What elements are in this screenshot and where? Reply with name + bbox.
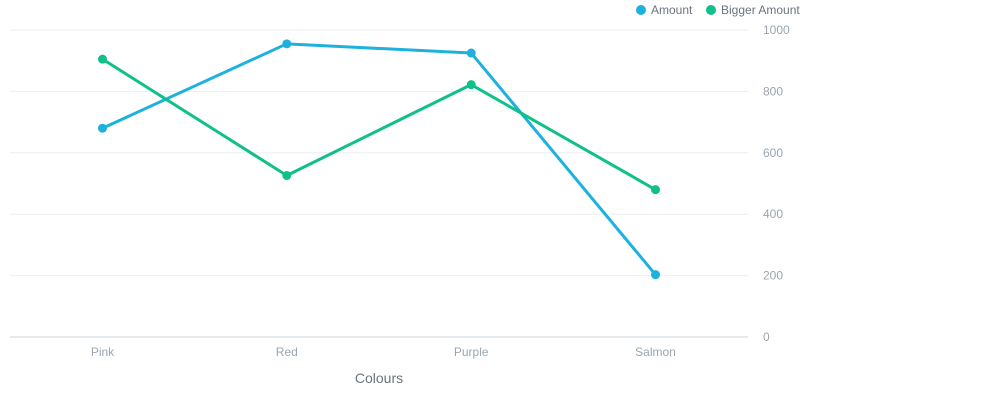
x-axis-title: Colours xyxy=(355,370,403,386)
y-tick-label: 0 xyxy=(763,330,770,344)
x-tick-label: Salmon xyxy=(635,345,676,359)
legend-item[interactable]: Amount xyxy=(636,3,693,17)
data-point[interactable] xyxy=(282,171,292,181)
x-axis-ticks: Pink Red Purple Salmon xyxy=(91,345,676,359)
legend-label: Bigger Amount xyxy=(721,3,800,17)
legend-label: Amount xyxy=(651,3,693,17)
data-point[interactable] xyxy=(98,54,107,64)
y-tick-label: 1000 xyxy=(763,23,790,37)
legend-marker xyxy=(636,5,646,15)
series-line xyxy=(101,42,657,277)
series-line xyxy=(101,57,657,192)
data-point[interactable] xyxy=(282,39,292,49)
y-tick-label: 600 xyxy=(763,146,783,160)
data-point[interactable] xyxy=(651,185,660,195)
y-tick-label: 800 xyxy=(763,84,783,98)
data-point[interactable] xyxy=(466,80,476,90)
legend-item[interactable]: Bigger Amount xyxy=(706,3,800,17)
legend-marker xyxy=(706,5,716,15)
legend[interactable]: Amount Bigger Amount xyxy=(636,3,800,17)
grid-lines xyxy=(10,29,748,338)
y-axis-ticks: 0 200 400 600 800 1000 xyxy=(763,23,790,344)
x-tick-label: Pink xyxy=(91,345,115,359)
series-0 xyxy=(98,39,660,280)
data-point[interactable] xyxy=(98,123,107,133)
y-tick-label: 200 xyxy=(763,269,783,283)
data-point[interactable] xyxy=(466,48,476,58)
x-tick-label: Red xyxy=(276,345,298,359)
series-1 xyxy=(98,54,660,195)
series-layer xyxy=(98,39,660,280)
x-tick-label: Purple xyxy=(454,345,489,359)
y-tick-label: 400 xyxy=(763,207,783,221)
data-point[interactable] xyxy=(651,270,660,280)
